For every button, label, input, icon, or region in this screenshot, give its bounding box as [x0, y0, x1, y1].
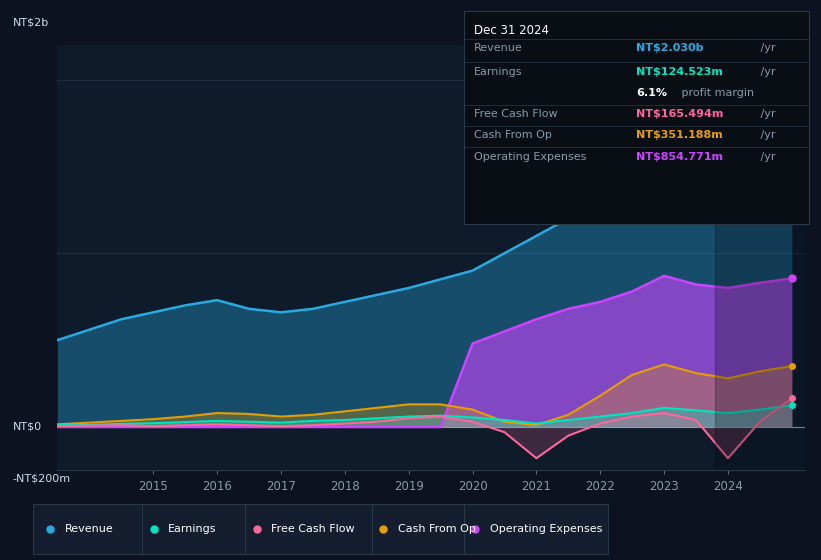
Text: Cash From Op: Cash From Op	[397, 524, 475, 534]
Text: /yr: /yr	[757, 109, 776, 119]
Text: NT$124.523m: NT$124.523m	[636, 67, 723, 77]
Text: NT$854.771m: NT$854.771m	[636, 152, 723, 162]
Text: 6.1%: 6.1%	[636, 88, 667, 98]
Text: /yr: /yr	[757, 43, 776, 53]
Bar	[715, 45, 805, 470]
Text: NT$2b: NT$2b	[12, 18, 49, 28]
Text: Dec 31 2024: Dec 31 2024	[475, 24, 549, 37]
Text: Free Cash Flow: Free Cash Flow	[271, 524, 355, 534]
Text: Revenue: Revenue	[475, 43, 523, 53]
Text: Earnings: Earnings	[475, 67, 523, 77]
Text: NT$351.188m: NT$351.188m	[636, 130, 723, 141]
Text: /yr: /yr	[757, 67, 776, 77]
Text: NT$2.030b: NT$2.030b	[636, 43, 704, 53]
Text: profit margin: profit margin	[677, 88, 754, 98]
Text: Operating Expenses: Operating Expenses	[490, 524, 602, 534]
Text: Revenue: Revenue	[65, 524, 113, 534]
Text: /yr: /yr	[757, 152, 776, 162]
Text: /yr: /yr	[757, 130, 776, 141]
Text: Earnings: Earnings	[168, 524, 217, 534]
Text: Free Cash Flow: Free Cash Flow	[475, 109, 557, 119]
Text: NT$165.494m: NT$165.494m	[636, 109, 723, 119]
Text: Operating Expenses: Operating Expenses	[475, 152, 586, 162]
Text: -NT$200m: -NT$200m	[12, 474, 71, 484]
Text: Cash From Op: Cash From Op	[475, 130, 552, 141]
Text: NT$0: NT$0	[12, 422, 42, 432]
